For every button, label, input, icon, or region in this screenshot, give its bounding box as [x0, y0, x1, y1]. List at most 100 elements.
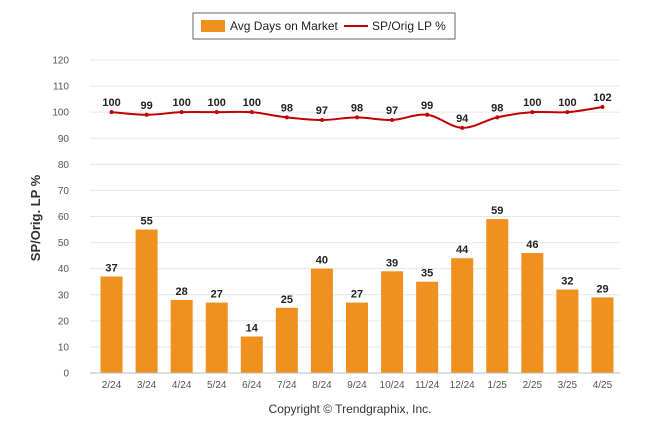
y-tick-label: 30: [58, 290, 70, 301]
y-tick-label: 110: [53, 82, 69, 93]
line-point: [214, 110, 219, 115]
y-tick-label: 10: [58, 342, 70, 353]
bar: [135, 229, 158, 373]
line-value-label: 99: [140, 100, 152, 112]
line-value-label: 100: [523, 97, 541, 109]
bar: [275, 307, 298, 373]
line-value-label: 100: [243, 97, 261, 109]
line-value-label: 100: [558, 97, 576, 109]
line-value-label: 100: [208, 97, 226, 109]
y-tick-label: 80: [58, 160, 70, 171]
bar-value-label: 32: [561, 276, 573, 288]
bar-value-label: 59: [491, 205, 503, 217]
bar: [381, 271, 404, 373]
y-tick-label: 90: [58, 134, 70, 145]
bar: [100, 276, 123, 373]
line-value-label: 94: [456, 113, 469, 125]
line-point: [109, 110, 114, 115]
bar: [521, 253, 544, 373]
bar: [416, 281, 439, 373]
legend-swatch-bar: [201, 20, 225, 32]
bar: [556, 289, 579, 373]
x-tick-label: 11/24: [415, 380, 440, 391]
x-tick-label: 8/24: [312, 380, 332, 391]
y-tick-label: 70: [58, 186, 70, 197]
line-value-label: 98: [281, 102, 293, 114]
copyright-text: Copyright © Trendgraphix, Inc.: [269, 402, 432, 416]
bar-value-label: 28: [176, 286, 188, 298]
bar: [591, 297, 614, 373]
line-point: [179, 110, 184, 115]
y-tick-label: 60: [58, 212, 70, 223]
line-series: [109, 104, 605, 130]
line-point: [390, 117, 395, 122]
x-tick-label: 1/25: [488, 380, 508, 391]
x-tick-label: 2/24: [102, 380, 122, 391]
line-point: [565, 110, 570, 115]
bar: [310, 268, 333, 373]
bar-value-label: 25: [281, 294, 293, 306]
bar-value-label: 44: [456, 244, 469, 256]
bar-value-label: 35: [421, 268, 433, 280]
bar-value-label: 27: [351, 289, 363, 301]
line-point: [249, 110, 254, 115]
bar-value-label: 37: [105, 262, 117, 274]
x-axis-ticks: 2/24 3/24 4/24 5/24 6/24 7/24 8/24 9/24 10/24 11/…: [102, 380, 613, 391]
legend-box: [192, 12, 456, 40]
x-tick-label: 3/25: [558, 380, 578, 391]
bar: [486, 219, 509, 373]
y-tick-label: 100: [52, 108, 69, 119]
bar-data-labels: 37 55 28 27 14 25 40 27 39 35 44 59 46 32 29: [105, 205, 608, 334]
bar: [240, 336, 263, 373]
legend-label-line: SP/Orig LP %: [372, 19, 446, 33]
x-tick-label: 9/24: [347, 380, 367, 391]
line-value-label: 100: [172, 97, 190, 109]
line-point: [355, 115, 359, 120]
line-value-label: 97: [316, 105, 328, 117]
line-value-label: 99: [421, 100, 433, 112]
bar: [451, 258, 474, 373]
line-point: [600, 104, 605, 109]
x-tick-label: 12/24: [450, 380, 475, 391]
y-axis-ticks: 0 10 20 30 40 50 60 70 80 90 100 110 120: [52, 56, 69, 380]
x-tick-label: 2/25: [523, 380, 543, 391]
line-point: [284, 115, 289, 120]
legend-label-bar: Avg Days on Market: [230, 19, 338, 33]
bar-value-label: 29: [596, 283, 608, 295]
y-tick-label: 20: [58, 316, 70, 327]
x-tick-label: 10/24: [380, 380, 405, 391]
line-point: [319, 117, 324, 122]
bar-value-label: 46: [526, 239, 538, 251]
x-tick-label: 7/24: [277, 380, 297, 391]
x-tick-label: 6/24: [242, 380, 262, 391]
x-tick-label: 4/24: [172, 380, 192, 391]
line-point: [495, 115, 500, 120]
y-axis-label: SP/Orig. LP %: [28, 174, 43, 261]
bar-value-label: 55: [140, 216, 152, 228]
line-value-label: 98: [491, 102, 503, 114]
y-tick-label: 0: [63, 369, 69, 380]
line-data-labels: 100 99 100 100 100 98 97 98 97 99 94 98 100 100 102: [102, 92, 611, 125]
y-tick-label: 40: [58, 264, 70, 275]
bar-value-label: 39: [386, 257, 398, 269]
bar-series: [100, 219, 614, 373]
bar: [205, 302, 228, 373]
line-point: [144, 112, 149, 117]
x-tick-label: 5/24: [207, 380, 227, 391]
bar: [170, 299, 193, 373]
line-value-label: 97: [386, 105, 398, 117]
line-point: [460, 125, 465, 130]
line-value-label: 98: [351, 102, 363, 114]
y-tick-label: 50: [58, 238, 70, 249]
bar-value-label: 40: [316, 255, 328, 267]
bar-value-label: 27: [211, 289, 223, 301]
line-value-label: 100: [102, 97, 120, 109]
legend: Avg Days on Market SP/Orig LP %: [192, 12, 456, 40]
line-value-label: 102: [593, 92, 611, 104]
line-point: [425, 112, 430, 117]
bar-value-label: 14: [246, 322, 259, 334]
x-tick-label: 3/24: [137, 380, 157, 391]
line-point: [530, 110, 535, 115]
bar: [346, 302, 368, 373]
